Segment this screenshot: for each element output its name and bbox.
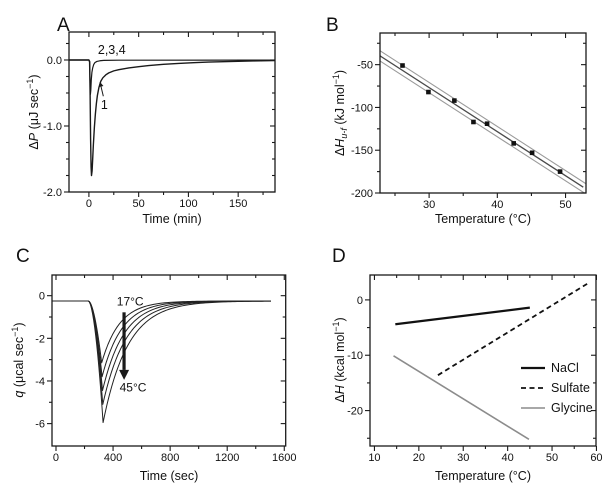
- arrow-shaft: [100, 86, 104, 97]
- data-point: [426, 89, 431, 95]
- arrow-head-icon: [98, 81, 104, 88]
- series-confidence-upper: [380, 50, 586, 185]
- series-injections-2-3-4: [69, 59, 275, 95]
- x-axis-label: Temperature (°C): [435, 212, 531, 226]
- series-scan-38C: [52, 300, 272, 405]
- x-tick-label: 60: [590, 452, 602, 464]
- y-tick-label: -20: [347, 406, 363, 418]
- panel-letter-A: A: [57, 15, 70, 36]
- panel-C: 0 400 800 1200 1600 0 -2 -4 -6 Time (sec) q (μcal …: [10, 246, 297, 483]
- y-tick-label: -100: [351, 102, 373, 114]
- x-tick-label: 30: [423, 199, 435, 211]
- x-axis-label: Temperature (°C): [435, 469, 531, 483]
- x-tick-label: 30: [457, 452, 469, 464]
- series-injection-1: [69, 59, 275, 177]
- x-axis-label: Time (min): [142, 212, 201, 226]
- y-tick-label: -50: [357, 60, 373, 72]
- data-point: [557, 169, 563, 174]
- y-tick-label: 0: [39, 291, 45, 303]
- series-scan-45C: [52, 300, 272, 424]
- x-tick-label: 50: [133, 198, 145, 210]
- legend-label: Glycine: [551, 401, 593, 415]
- x-tick-label: 40: [502, 452, 514, 464]
- annotation-label: 17°C: [117, 295, 144, 309]
- y-tick-label: 0: [357, 295, 363, 307]
- arrow-head-icon: [119, 369, 130, 380]
- x-tick-label: 40: [491, 199, 503, 211]
- data-point: [400, 63, 405, 68]
- y-axis-label: q (μcal sec−1): [10, 322, 26, 397]
- x-tick-label: 150: [229, 198, 247, 210]
- series-linear-fit: [380, 55, 584, 188]
- y-tick-label: -150: [351, 145, 373, 157]
- panel-A: 0 50 100 150 0.0 -1.0 -2.0 Time (min) ΔP (μJ sec…: [25, 15, 276, 226]
- y-tick-label: -6: [35, 419, 45, 431]
- series-Glycine: [393, 355, 530, 441]
- axes-frame: [379, 32, 587, 194]
- panel-D: 10 20 30 40 50 60 0 -10 -20 Temperature (°C) ΔH (k…: [331, 246, 603, 483]
- y-tick-label: -2: [35, 333, 45, 345]
- data-point: [484, 121, 490, 126]
- x-tick-label: 0: [53, 452, 59, 464]
- panel-letter-D: D: [332, 246, 346, 267]
- series-dH-vs-T-data: [400, 63, 563, 174]
- data-point: [511, 141, 516, 146]
- legend-label: Sulfate: [551, 381, 590, 395]
- panel-letter-B: B: [326, 15, 339, 36]
- data-point: [471, 119, 476, 125]
- data-point: [452, 98, 457, 103]
- axes-frame: [369, 274, 597, 447]
- x-tick-label: 400: [104, 452, 122, 464]
- x-tick-label: 1200: [215, 452, 239, 464]
- y-tick-label: 0.0: [47, 55, 62, 67]
- x-tick-label: 10: [368, 452, 380, 464]
- series-NaCl: [395, 306, 530, 326]
- panel-B: 30 40 50 -50 -100 -150 -200 Temperature (°C) ΔHu…: [326, 15, 587, 226]
- y-axis-label: ΔP (μJ sec−1): [25, 74, 41, 149]
- x-tick-label: 50: [559, 199, 571, 211]
- axes-frame: [68, 31, 276, 193]
- axes-frame: [51, 274, 287, 447]
- x-tick-label: 800: [161, 452, 179, 464]
- annotation-label: 2,3,4: [98, 43, 126, 57]
- series-scan-31C: [52, 300, 272, 392]
- data-point: [529, 150, 535, 156]
- y-tick-label: -200: [351, 188, 373, 200]
- series-confidence-lower: [380, 60, 586, 193]
- series-Sulfate: [437, 283, 588, 376]
- y-tick-label: -2.0: [43, 187, 62, 199]
- annotation-label: 1: [101, 98, 108, 112]
- y-tick-label: -1.0: [43, 121, 62, 133]
- series-scan-17C: [52, 300, 271, 364]
- x-tick-label: 50: [546, 452, 558, 464]
- annotation-label: 45°C: [120, 380, 147, 394]
- x-tick-label: 100: [179, 198, 197, 210]
- legend-label: NaCl: [551, 361, 579, 375]
- y-tick-label: -4: [35, 376, 45, 388]
- y-axis-label: ΔHu-f (kJ mol−1): [331, 70, 349, 156]
- x-tick-label: 1600: [272, 452, 296, 464]
- x-axis-label: Time (sec): [140, 469, 199, 483]
- y-tick-label: -10: [347, 350, 363, 362]
- legend: NaCl Sulfate Glycine: [521, 361, 593, 415]
- x-tick-label: 0: [86, 198, 92, 210]
- x-tick-label: 20: [413, 452, 425, 464]
- panel-letter-C: C: [16, 246, 30, 267]
- y-axis-label: ΔH (kcal mol−1): [331, 317, 347, 402]
